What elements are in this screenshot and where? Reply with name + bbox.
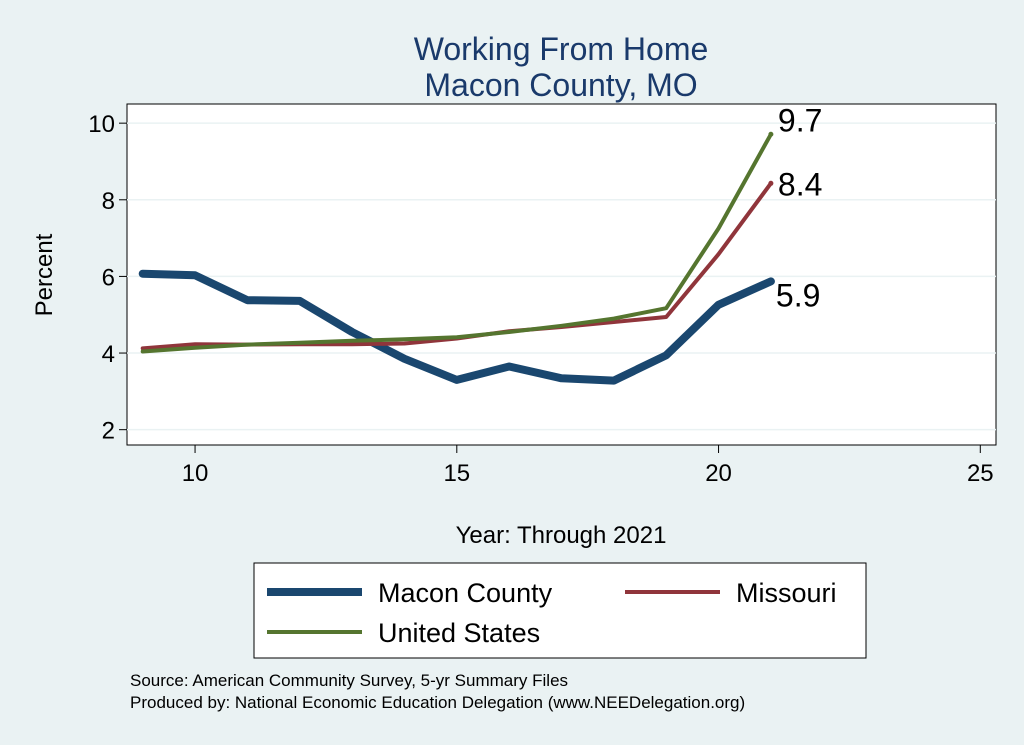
chart-title: Working From Home <box>414 31 709 67</box>
x-tick-label: 15 <box>443 460 470 487</box>
series-line-united-states <box>140 132 773 354</box>
legend: Macon County Missouri United States <box>253 562 867 659</box>
source-line-1: Source: American Community Survey, 5-yr … <box>130 671 568 690</box>
x-axis-title: Year: Through 2021 <box>456 522 667 549</box>
end-label-missouri: 8.4 <box>778 166 822 202</box>
x-tick-label: 25 <box>967 460 994 487</box>
end-marker-missouri <box>768 180 774 186</box>
end-label-united-states: 9.7 <box>778 102 822 138</box>
y-tick-label: 2 <box>102 418 115 445</box>
legend-label-macon-county: Macon County <box>378 578 553 608</box>
end-label-macon-county: 5.9 <box>776 277 820 313</box>
end-marker-united-states <box>768 131 774 137</box>
source-line-2: Produced by: National Economic Education… <box>130 693 745 712</box>
plot-area <box>126 103 997 446</box>
x-tick-label: 20 <box>705 460 732 487</box>
legend-label-united-states: United States <box>378 618 540 648</box>
gridlines <box>127 122 996 431</box>
legend-box <box>253 562 867 659</box>
y-tick-label: 6 <box>102 264 115 291</box>
y-tick-label: 8 <box>102 188 115 215</box>
end-marker-macon-county <box>768 278 774 284</box>
axes: 2 4 6 8 10 10 15 20 25 <box>88 111 993 487</box>
x-tick-label: 10 <box>182 460 209 487</box>
series-line-macon-county <box>138 269 775 385</box>
legend-label-missouri: Missouri <box>736 578 837 608</box>
y-axis-title: Percent <box>31 233 58 316</box>
y-tick-label: 4 <box>102 341 115 368</box>
end-labels: 5.9 8.4 9.7 <box>768 102 822 313</box>
series-lines <box>138 132 775 385</box>
y-tick-label: 10 <box>88 111 115 138</box>
legend-items: Macon County Missouri United States <box>267 578 837 648</box>
chart-subtitle: Macon County, MO <box>424 67 697 103</box>
